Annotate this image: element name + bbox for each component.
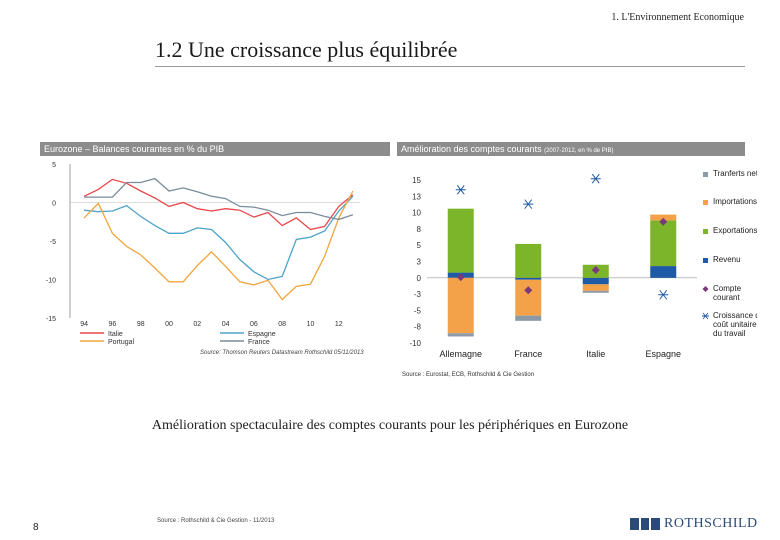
right-chart-header: Amélioration des comptes courants (2007-… [397,142,745,156]
footer-source: Source : Rothschild & Cie Gestion - 11/2… [157,518,275,524]
y-tick-label: -5 [50,239,56,246]
x-tick-label: 98 [137,321,145,328]
y-tick-label: 0 [52,201,56,208]
bar-tranferts-nets-allemagne [447,333,474,337]
marker-croissance-espagne [658,289,669,300]
category-label-allemagne: Allemagne [439,349,482,359]
chart-source-note: Source : Eurostat, ECB, Rothschild & Cie… [402,372,534,378]
marker-compte-courant-allemagne [456,273,465,282]
bar-tranferts-nets-france [515,315,542,321]
section-label: 1. L'Environnement Economique [611,12,744,23]
legend-label-espagne: Espagne [248,331,276,338]
logo-text: ROTHSCHILD [664,516,758,531]
y-tick-label: 0 [417,274,422,283]
category-label-italie: Italie [586,349,605,359]
bar-importations-allemagne [447,277,474,334]
rothschild-logo: ROTHSCHILD [630,516,758,532]
y-tick-label: -15 [46,316,56,323]
legend-swatch-croissance-du-cout-unitaire-du-travail [702,312,709,320]
y-tick-label: 3 [417,258,422,267]
series-line-portugal [83,190,354,301]
current-account-line-chart: 5 0 -5 -10 -15 94 96 98 00 02 04 06 08 10 12 Italie Espa… [46,162,364,356]
x-tick-label: 06 [250,321,258,328]
legend-swatch-exportations [703,229,708,234]
title-divider [155,66,745,67]
y-tick-label: 5 [52,162,56,169]
bar-exportations-france [515,243,542,278]
y-tick-label: -5 [414,306,422,315]
marker-compte-courant-france [524,286,533,295]
y-tick-label: 15 [412,176,421,185]
marker-compte-courant-espagne [659,217,668,226]
current-account-improvement-bar-chart: 15 13 10 8 5 3 0 -3 -5 -8 -10 Allemagne France Italie… [402,169,757,378]
y-tick-label: 8 [417,225,422,234]
right-chart-header-title: Amélioration des comptes courants [401,144,542,154]
x-tick-label: 94 [80,321,88,328]
legend-label-exportations: Exportations [713,226,757,235]
bar-exportations-allemagne [447,208,474,273]
y-tick-label: -10 [46,278,56,285]
page-number: 8 [33,522,39,533]
legend-label-portugal: Portugal [108,339,135,346]
series-line-france [84,177,354,221]
legend-swatch-tranferts-nets [703,172,708,177]
series-line-espagne [84,195,354,281]
bar-importations-italie [582,284,609,291]
marker-croissance-italie [590,173,601,184]
bar-revenu-france [515,277,542,280]
y-tick-label: -3 [414,290,422,299]
logo-mark-icon [630,518,660,530]
legend-swatch-revenu [703,258,708,263]
x-tick-label: 96 [109,321,117,328]
legend-label-revenu: Revenu [713,255,741,264]
legend-swatch-compte-courant [702,286,709,292]
x-tick-label: 12 [335,321,343,328]
x-tick-label: 02 [193,321,201,328]
y-tick-label: 13 [412,192,421,201]
x-tick-label: 10 [307,321,315,328]
y-tick-label: 5 [417,241,422,250]
slide-subtitle: Amélioration spectaculaire des comptes c… [151,418,629,433]
series-line-italie [83,178,354,231]
x-tick-label: 00 [165,321,173,328]
y-tick-label: -10 [409,339,421,348]
bar-revenu-espagne [650,266,677,278]
legend-label-compte-courant: Compte courant [713,284,742,302]
legend-label-importations: Importations [713,197,757,206]
legend-label-france: France [248,339,270,346]
marker-compte-courant-italie [591,265,600,274]
chart-source-note: Source: Thomson Reuters Datastream Roths… [200,350,364,356]
left-chart-header: Eurozone – Balances courantes en % du PI… [40,142,390,156]
bar-importations-france [515,279,542,316]
marker-croissance-france [523,199,534,209]
legend-label-italie: Italie [108,331,123,338]
category-label-france: France [514,349,542,359]
bar-exportations-espagne [650,220,677,267]
bar-tranferts-nets-italie [582,290,609,293]
legend-swatch-importations [703,200,708,205]
x-tick-label: 04 [222,321,230,328]
x-tick-label: 08 [278,321,286,328]
legend-label-tranferts-nets: Tranferts nets [713,169,757,178]
y-tick-label: -8 [414,323,422,332]
marker-croissance-allemagne [455,184,466,195]
page-title: 1.2 Une croissance plus équilibrée [155,37,458,62]
right-chart-header-note: (2007-2012, en % de PIB) [544,148,614,154]
y-tick-label: 10 [412,209,421,218]
bar-importations-espagne [650,214,677,221]
category-label-espagne: Espagne [645,349,681,359]
bar-revenu-italie [582,277,609,285]
